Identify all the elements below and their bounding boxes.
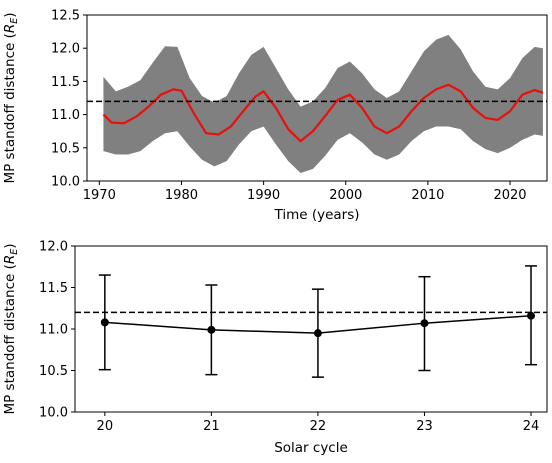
x-tick-label: 2010 [411,188,444,203]
y-tick-label: 10.5 [39,364,68,379]
y-axis-label-subscript: E [9,249,20,255]
mean-line [102,83,544,143]
data-point [527,311,536,320]
x-tick-label: 1970 [83,188,116,203]
plot-frame [74,245,548,413]
y-tick-label: 10.0 [51,175,80,190]
y-axis-label-unit: R [2,24,18,33]
x-tick-label: 2020 [493,188,526,203]
data-point [420,319,429,328]
x-tick-label: 2000 [329,188,362,203]
time-series-chart: 1970 1980 1990 2000 2010 2020 10.0 10.5 11.0 11.5… [2,9,548,223]
y-axis-label-close: ) [2,12,18,17]
x-tick-label: 22 [310,419,327,434]
y-tick-label: 10.0 [39,406,68,421]
solar-cycle-chart: 20 21 22 23 24 10.0 10.5 11.0 11.5 12.0 Solar cycl… [2,240,548,456]
y-tick-label: 10.5 [51,141,80,156]
y-axis-label-text: MP standoff distance ( [2,264,18,414]
y-tick-label: 11.0 [39,323,68,338]
y-tick-label: 12.0 [39,240,68,255]
data-point [313,329,322,338]
y-axis-label: MP standoff distance (RE) [2,12,20,183]
plot-frame [86,14,548,182]
data-point [100,318,109,327]
x-tick-label: 1980 [165,188,198,203]
y-tick-label: 11.5 [51,75,80,90]
x-tick-label: 24 [523,419,540,434]
x-axis-label: Solar cycle [274,440,348,456]
x-tick-label: 1990 [247,188,280,203]
y-axis-label-text: MP standoff distance ( [2,33,18,183]
uncertainty-band [103,34,543,174]
x-tick-label: 20 [97,419,114,434]
x-tick-label: 23 [416,419,433,434]
y-axis-label-close: ) [2,243,18,248]
y-tick-label: 11.5 [39,281,68,296]
x-tick-label: 21 [203,419,220,434]
y-tick-label: 11.0 [51,108,80,123]
y-axis-label-subscript: E [9,18,20,24]
y-axis-label-unit: R [2,255,18,264]
y-tick-label: 12.0 [51,42,80,57]
x-axis-label: Time (years) [273,207,359,223]
y-tick-label: 12.5 [51,9,80,24]
data-point [207,325,216,334]
y-axis-label: MP standoff distance (RE) [2,243,20,414]
